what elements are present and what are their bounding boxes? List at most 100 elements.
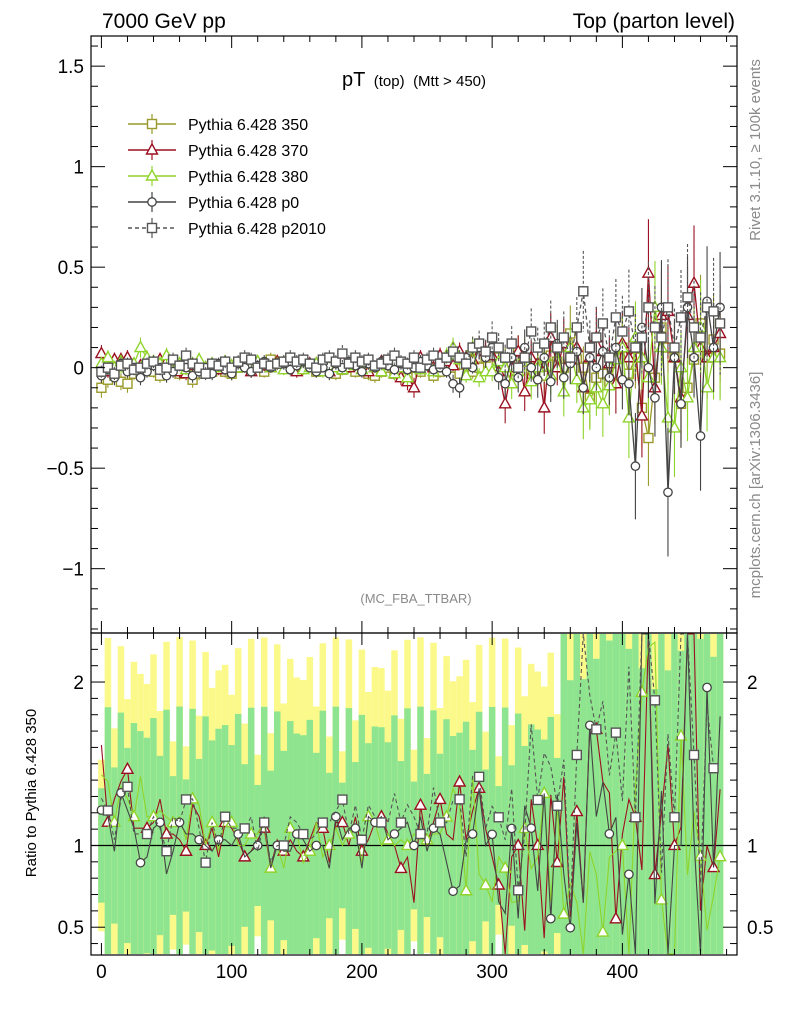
- ratio-band-inner: [560, 634, 568, 954]
- data-point: [680, 390, 695, 403]
- data-point: [635, 408, 649, 421]
- ratio-point: [389, 829, 400, 839]
- legend-item: Pythia 6.428 p2010: [128, 218, 326, 238]
- y-tick-label: 1: [73, 158, 84, 179]
- data-point: [454, 352, 465, 363]
- ratio-point: [394, 860, 408, 874]
- ratio-point: [180, 794, 192, 805]
- ratio-point: [545, 913, 556, 924]
- x-tick-label: 200: [346, 962, 378, 983]
- data-point: [226, 362, 237, 373]
- data-point: [434, 358, 446, 369]
- ratio-point: [459, 883, 473, 896]
- data-point: [122, 358, 133, 369]
- x-tick-label: 0: [96, 962, 107, 983]
- ratio-point: [356, 834, 368, 845]
- ratio-point: [713, 849, 727, 862]
- data-point: [460, 358, 472, 369]
- data-point: [624, 378, 634, 389]
- data-point: [357, 366, 367, 377]
- data-point: [656, 332, 667, 343]
- data-point: [400, 370, 415, 383]
- data-point: [415, 362, 426, 373]
- legend-marker: [146, 222, 158, 234]
- main-plot: 1.5 1 0.5 0 −0.5 −1: [46, 35, 738, 634]
- ratio-line: [100, 633, 721, 912]
- legend-label: Pythia 6.428 p2010: [188, 221, 326, 238]
- legend-marker: [146, 118, 158, 130]
- data-point: [174, 360, 185, 371]
- data-point: [610, 312, 622, 323]
- ratio-point: [708, 763, 719, 774]
- ratio-point: [610, 727, 622, 738]
- data-point: [473, 338, 485, 349]
- title-sub2: (Mtt > 450): [413, 73, 486, 90]
- ratio-point: [550, 855, 564, 868]
- data-point: [695, 332, 706, 343]
- ratio-band-inner: [130, 723, 138, 954]
- data-point: [506, 338, 517, 349]
- mcplots-source-label: mcplots.cern.ch [arXiv:1306.3436]: [747, 372, 764, 599]
- data-point: [596, 396, 610, 409]
- data-point: [324, 368, 335, 379]
- ratio-band-inner: [586, 634, 594, 954]
- ratio-band-inner: [293, 733, 301, 954]
- data-point: [519, 352, 530, 363]
- ratio-band-inner: [404, 708, 411, 954]
- ratio-point: [350, 823, 361, 834]
- ratio-point: [654, 892, 669, 905]
- ratio-point: [487, 829, 497, 840]
- data-point: [545, 376, 556, 387]
- data-point: [167, 354, 179, 365]
- header-left: 7000 GeV pp: [102, 10, 226, 33]
- data-point: [583, 392, 597, 405]
- data-point: [532, 374, 543, 385]
- ratio-plot: 2 2 1 1 0.5 0.5: [58, 632, 773, 956]
- ratio-point: [413, 797, 428, 810]
- ratio-point: [473, 771, 485, 783]
- ratio-point: [102, 805, 114, 816]
- data-point: [700, 380, 714, 393]
- ratio-point: [452, 774, 467, 787]
- ratio-y-tick-label: 1: [73, 836, 84, 857]
- ratio-point: [395, 817, 407, 828]
- data-point: [363, 354, 374, 365]
- title-main: pT: [342, 69, 365, 91]
- data-point: [480, 346, 491, 357]
- data-point: [623, 306, 635, 317]
- data-point: [526, 362, 537, 373]
- ratio-band-inner: [697, 638, 704, 954]
- ratio-band-inner: [651, 689, 659, 954]
- data-point: [133, 340, 148, 353]
- data-point: [389, 364, 400, 375]
- data-point: [669, 352, 680, 363]
- ratio-point: [526, 823, 537, 834]
- ratio-point: [194, 834, 204, 845]
- title-sub1: (top): [374, 73, 405, 90]
- ratio-point: [317, 817, 329, 828]
- x-tick-label: 300: [476, 962, 508, 983]
- ratio-point: [179, 843, 193, 856]
- ratio-band-inner: [104, 707, 112, 954]
- data-point: [245, 354, 257, 365]
- ratio-point: [122, 781, 133, 793]
- data-point: [441, 366, 452, 377]
- ratio-band-inner: [690, 634, 698, 954]
- ratio-band-inner: [567, 680, 574, 954]
- ratio-point: [604, 828, 615, 839]
- x-tick-label: 400: [607, 962, 639, 983]
- ratio-band-inner: [664, 670, 672, 954]
- data-point: [643, 432, 654, 444]
- data-point: [428, 350, 439, 361]
- data-point: [441, 352, 452, 363]
- ratio-y-tick-label-right: 2: [747, 673, 758, 694]
- data-point: [662, 302, 674, 313]
- data-point: [708, 306, 719, 317]
- data-point: [558, 332, 569, 343]
- data-point: [695, 431, 706, 441]
- data-point: [688, 322, 700, 333]
- y-tick-label: −0.5: [46, 459, 84, 480]
- ratio-band-inner: [580, 679, 587, 954]
- ratio-point: [335, 815, 350, 828]
- ratio-point: [615, 838, 630, 851]
